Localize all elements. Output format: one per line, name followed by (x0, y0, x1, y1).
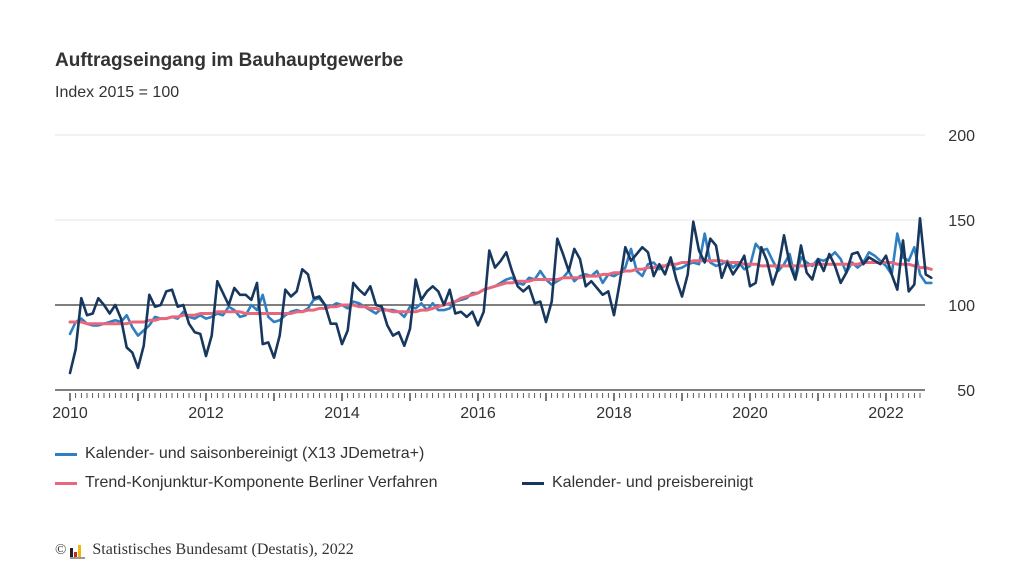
legend-item-price-adjusted[interactable]: Kalender- und preisbereinigt (522, 474, 753, 492)
x-tick-label: 2022 (868, 405, 904, 422)
legend-item-trend[interactable]: Trend-Konjunktur-Komponente Berliner Ver… (55, 474, 438, 492)
x-tick-label: 2014 (324, 405, 360, 422)
legend-label: Kalender- und saisonbereinigt (X13 JDeme… (85, 445, 425, 462)
grid-lines (55, 134, 925, 306)
legend-label: Trend-Konjunktur-Komponente Berliner Ver… (85, 474, 438, 491)
destatis-logo-icon (70, 544, 86, 559)
x-tick-label: 2020 (732, 405, 768, 422)
chart-subtitle: Index 2015 = 100 (55, 84, 180, 101)
legend-item-seasonally-adjusted[interactable]: Kalender- und saisonbereinigt (X13 JDeme… (55, 445, 424, 463)
legend-swatch-navy (522, 481, 544, 485)
y-tick-label: 150 (948, 213, 975, 230)
series-lines (68, 217, 933, 375)
y-axis-ticks: 50 100 150 200 (948, 128, 975, 400)
x-axis: 2010 2012 2014 2016 2018 2020 2022 (52, 389, 925, 422)
series-line-trend (68, 259, 933, 326)
y-tick-label: 100 (948, 298, 975, 315)
legend-swatch-pink (55, 481, 77, 485)
legend-label: Kalender- und preisbereinigt (552, 474, 754, 491)
y-tick-label: 50 (957, 383, 975, 400)
source-text: Statistisches Bundesamt (Destatis), 2022 (92, 541, 354, 558)
x-tick-label: 2016 (460, 405, 496, 422)
source-footer: © Statistisches Bundesamt (Destatis), 20… (55, 541, 354, 559)
legend-swatch-blue (55, 452, 77, 456)
series-line-price-adjusted (68, 217, 933, 375)
x-tick-label: 2010 (52, 405, 88, 422)
x-tick-label: 2018 (596, 405, 632, 422)
chart-title: Auftragseingang im Bauhauptgewerbe (55, 50, 404, 71)
y-tick-label: 200 (948, 128, 975, 145)
x-tick-label: 2012 (188, 405, 224, 422)
copyright-icon: © (55, 541, 67, 558)
